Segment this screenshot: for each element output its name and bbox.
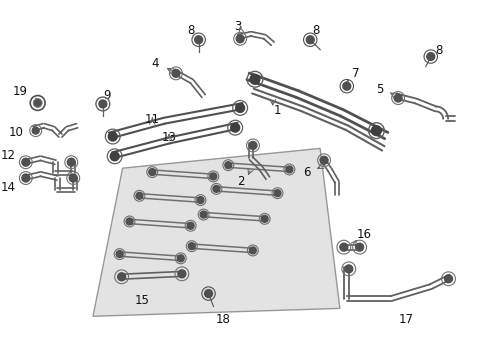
Text: 10: 10 (9, 126, 24, 139)
Circle shape (136, 192, 143, 199)
Circle shape (306, 36, 314, 44)
Circle shape (213, 185, 220, 192)
Text: 3: 3 (235, 20, 242, 33)
Text: 19: 19 (13, 85, 28, 98)
Circle shape (149, 168, 156, 176)
Circle shape (427, 53, 435, 60)
Circle shape (250, 74, 260, 84)
Circle shape (197, 197, 204, 203)
Circle shape (22, 158, 30, 166)
Circle shape (22, 174, 30, 182)
Text: 8: 8 (187, 24, 195, 37)
Circle shape (394, 94, 402, 102)
Text: 4: 4 (151, 57, 159, 70)
Text: 13: 13 (162, 131, 176, 144)
Circle shape (205, 290, 213, 297)
Text: 7: 7 (352, 67, 359, 80)
Text: 15: 15 (135, 293, 150, 307)
Circle shape (126, 218, 133, 225)
Circle shape (236, 35, 244, 43)
Text: 14: 14 (1, 181, 16, 194)
Circle shape (371, 126, 381, 136)
Text: 16: 16 (357, 228, 372, 241)
Circle shape (108, 132, 117, 141)
Circle shape (32, 127, 39, 134)
Circle shape (116, 251, 123, 257)
Circle shape (345, 265, 353, 273)
Circle shape (118, 273, 125, 281)
Circle shape (320, 156, 328, 164)
Circle shape (188, 243, 195, 249)
Circle shape (444, 275, 452, 283)
Circle shape (340, 243, 348, 251)
Circle shape (249, 247, 256, 254)
Circle shape (177, 255, 184, 262)
Circle shape (343, 82, 351, 90)
Text: 8: 8 (436, 44, 443, 57)
Circle shape (34, 99, 42, 107)
Circle shape (187, 222, 194, 229)
Text: 6: 6 (303, 166, 310, 179)
Text: 5: 5 (376, 83, 383, 96)
Circle shape (178, 270, 186, 278)
Text: 9: 9 (103, 89, 110, 102)
Text: 11: 11 (145, 113, 160, 126)
Circle shape (110, 152, 119, 161)
Circle shape (67, 158, 75, 166)
Circle shape (236, 103, 245, 112)
Text: 8: 8 (312, 24, 319, 37)
Circle shape (195, 36, 202, 44)
Circle shape (231, 123, 240, 132)
Circle shape (356, 243, 364, 251)
Circle shape (286, 166, 293, 173)
Circle shape (249, 141, 257, 149)
Circle shape (210, 173, 217, 180)
Text: 17: 17 (398, 313, 414, 326)
Circle shape (69, 174, 77, 182)
Circle shape (172, 69, 180, 77)
Text: 12: 12 (1, 149, 16, 162)
Text: 18: 18 (216, 313, 230, 326)
Circle shape (274, 190, 281, 197)
Circle shape (225, 162, 232, 168)
Circle shape (200, 211, 207, 218)
Text: 1: 1 (274, 104, 281, 117)
Polygon shape (93, 148, 340, 316)
Text: 2: 2 (238, 175, 245, 189)
Circle shape (261, 215, 268, 222)
Circle shape (99, 100, 107, 108)
